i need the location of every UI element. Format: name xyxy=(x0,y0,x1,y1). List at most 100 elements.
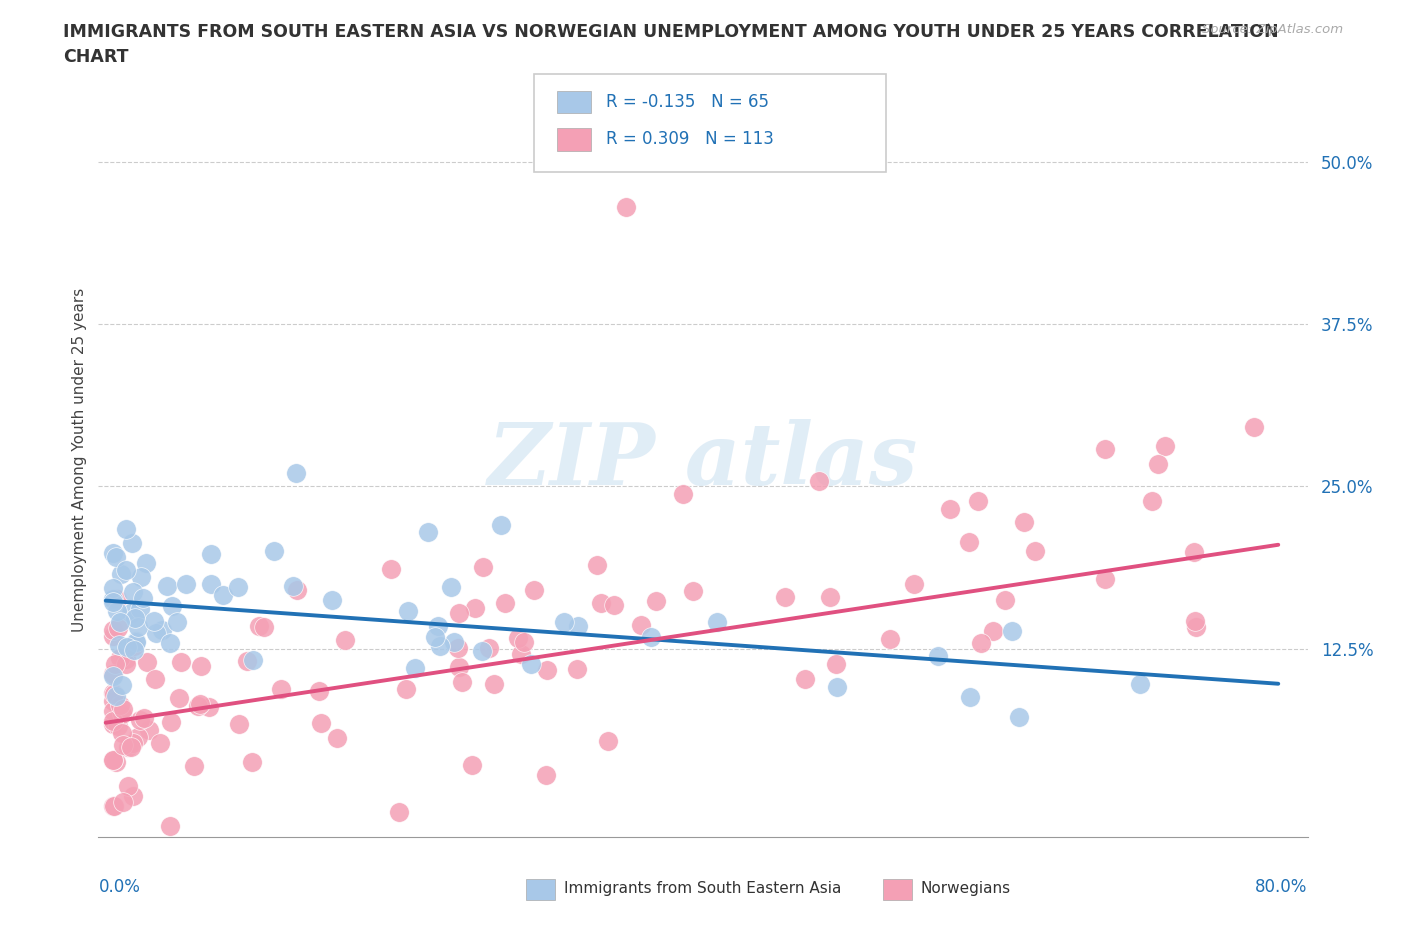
Point xyxy=(1182,544,1205,559)
Point xyxy=(105,688,128,703)
Point xyxy=(240,754,263,769)
Point xyxy=(101,685,124,700)
Point xyxy=(135,655,157,670)
Point xyxy=(103,798,125,813)
Point xyxy=(122,584,145,599)
Point xyxy=(603,598,626,613)
Point xyxy=(308,684,330,698)
Point xyxy=(143,614,166,629)
Point xyxy=(105,604,128,618)
Point xyxy=(523,582,546,597)
Point xyxy=(107,718,129,733)
Point xyxy=(825,657,848,671)
Point xyxy=(970,635,993,650)
Point xyxy=(807,473,830,488)
Point xyxy=(117,739,139,754)
Point xyxy=(125,633,148,648)
Point xyxy=(321,592,343,607)
Point xyxy=(1146,457,1168,472)
Point xyxy=(825,679,848,694)
Point xyxy=(115,522,138,537)
Point xyxy=(107,620,129,635)
Point xyxy=(101,669,124,684)
Point xyxy=(427,618,450,633)
Point xyxy=(1007,710,1029,724)
Point xyxy=(112,794,135,809)
Point xyxy=(162,599,184,614)
Point xyxy=(418,525,440,539)
Point xyxy=(111,707,134,722)
Point xyxy=(101,629,124,644)
Point xyxy=(108,615,131,630)
Point xyxy=(108,698,131,712)
Point xyxy=(101,594,124,609)
Point xyxy=(281,579,304,594)
Point xyxy=(101,545,124,560)
Text: Immigrants from South Eastern Asia: Immigrants from South Eastern Asia xyxy=(564,882,841,897)
Point xyxy=(104,550,127,565)
Text: R = 0.309   N = 113: R = 0.309 N = 113 xyxy=(606,130,773,149)
Point xyxy=(423,630,446,644)
Point xyxy=(395,682,418,697)
Point xyxy=(101,753,124,768)
Point xyxy=(706,614,728,629)
Point xyxy=(450,674,472,689)
Point xyxy=(586,557,609,572)
Point xyxy=(927,648,949,663)
Text: ZIP atlas: ZIP atlas xyxy=(488,418,918,502)
Point xyxy=(145,625,167,640)
Point xyxy=(110,566,132,581)
Point xyxy=(166,615,188,630)
Point xyxy=(879,631,901,646)
Point xyxy=(128,602,150,617)
Point xyxy=(187,698,209,713)
Point xyxy=(775,590,797,604)
Point xyxy=(270,682,292,697)
Point xyxy=(447,659,470,674)
Point xyxy=(1001,624,1024,639)
Point xyxy=(169,691,191,706)
Point xyxy=(447,605,470,620)
Point xyxy=(236,653,259,668)
Point xyxy=(388,804,411,819)
Point xyxy=(482,677,505,692)
Point xyxy=(630,618,652,632)
Point xyxy=(115,639,138,654)
FancyBboxPatch shape xyxy=(883,879,912,899)
Point xyxy=(129,712,152,727)
Point xyxy=(105,591,128,606)
Point xyxy=(149,736,172,751)
Point xyxy=(101,622,124,637)
Point xyxy=(127,619,149,634)
FancyBboxPatch shape xyxy=(526,879,555,899)
Point xyxy=(226,579,249,594)
Point xyxy=(818,590,841,604)
Point xyxy=(396,604,419,618)
Point xyxy=(1185,619,1208,634)
Point xyxy=(111,678,134,693)
Point xyxy=(981,623,1004,638)
Point xyxy=(124,643,146,658)
Point xyxy=(1154,439,1177,454)
Text: 80.0%: 80.0% xyxy=(1256,879,1308,897)
Point xyxy=(150,622,173,637)
Point xyxy=(138,722,160,737)
Point xyxy=(287,582,309,597)
Text: 0.0%: 0.0% xyxy=(98,879,141,897)
Text: R = -0.135   N = 65: R = -0.135 N = 65 xyxy=(606,93,769,112)
Point xyxy=(903,577,925,591)
Point xyxy=(567,619,589,634)
Point xyxy=(127,729,149,744)
Point xyxy=(135,555,157,570)
Point xyxy=(1012,514,1035,529)
Text: IMMIGRANTS FROM SOUTH EASTERN ASIA VS NORWEGIAN UNEMPLOYMENT AMONG YOUTH UNDER 2: IMMIGRANTS FROM SOUTH EASTERN ASIA VS NO… xyxy=(63,23,1279,41)
Point xyxy=(159,818,181,833)
Point xyxy=(111,702,134,717)
Point xyxy=(120,740,142,755)
Point xyxy=(120,606,142,621)
Point xyxy=(190,658,212,673)
Point xyxy=(464,601,486,616)
Point xyxy=(471,560,494,575)
Point xyxy=(794,671,817,686)
Point xyxy=(1094,442,1116,457)
